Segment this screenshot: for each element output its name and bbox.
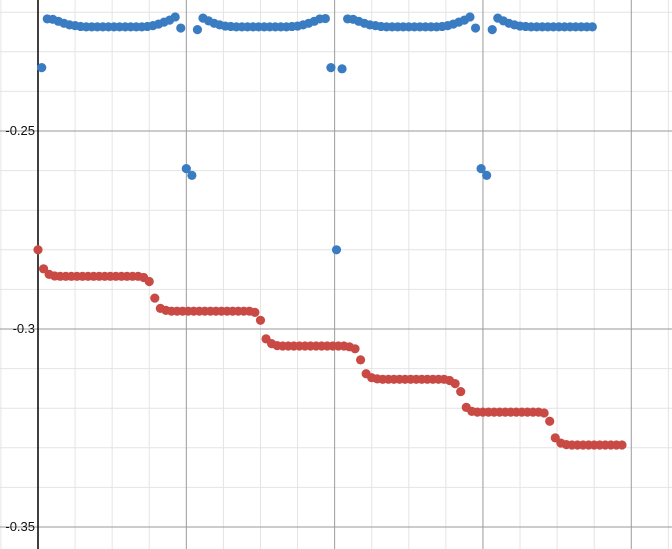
red-data-point bbox=[350, 344, 360, 354]
series-red-points bbox=[33, 245, 627, 450]
blue-data-point bbox=[337, 64, 347, 74]
red-data-point bbox=[33, 245, 43, 255]
red-data-point bbox=[255, 315, 266, 325]
blue-data-point bbox=[487, 25, 497, 35]
red-data-point bbox=[355, 355, 366, 365]
red-data-point bbox=[456, 386, 466, 397]
blue-data-point bbox=[326, 63, 336, 73]
blue-data-point bbox=[476, 164, 486, 174]
y-tick-label: -0.35 bbox=[5, 519, 35, 534]
red-data-point bbox=[617, 440, 627, 450]
series-blue-points bbox=[37, 12, 597, 255]
red-data-point bbox=[150, 293, 160, 303]
blue-data-point bbox=[187, 170, 197, 180]
red-data-point bbox=[250, 307, 260, 317]
y-tick-label: -0.3 bbox=[13, 321, 35, 336]
blue-data-point bbox=[331, 245, 342, 255]
blue-data-point bbox=[181, 164, 191, 174]
y-tick-label: -0.25 bbox=[5, 123, 35, 138]
red-data-point bbox=[539, 408, 549, 418]
red-data-point bbox=[545, 416, 555, 426]
red-data-point bbox=[144, 276, 154, 287]
y-tick-labels: -0.25 -0.3 -0.35 bbox=[5, 123, 35, 534]
red-data-point bbox=[450, 379, 460, 389]
blue-data-point bbox=[176, 23, 186, 33]
blue-data-point bbox=[320, 13, 330, 24]
blue-data-point bbox=[192, 25, 203, 35]
blue-data-point bbox=[170, 12, 180, 22]
blue-data-point bbox=[465, 12, 475, 22]
blue-data-point bbox=[587, 22, 597, 32]
blue-data-point bbox=[37, 63, 47, 73]
blue-data-point bbox=[482, 170, 492, 180]
blue-data-point bbox=[470, 23, 481, 33]
